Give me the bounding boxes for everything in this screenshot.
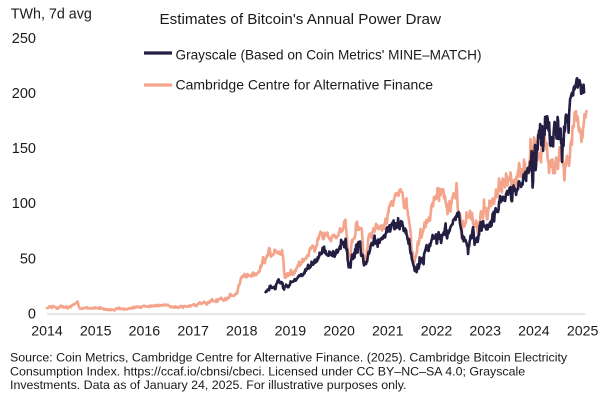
svg-text:0: 0 (28, 306, 36, 322)
svg-text:2021: 2021 (372, 323, 404, 339)
svg-text:2016: 2016 (129, 323, 161, 339)
svg-text:100: 100 (12, 196, 36, 212)
svg-text:2017: 2017 (177, 323, 209, 339)
svg-text:2025: 2025 (567, 323, 599, 339)
svg-text:250: 250 (12, 31, 36, 47)
svg-text:Investments. Data as of Januar: Investments. Data as of January 24, 2025… (10, 378, 406, 392)
svg-text:2024: 2024 (518, 323, 550, 339)
svg-text:2019: 2019 (275, 323, 307, 339)
svg-text:150: 150 (12, 141, 36, 157)
svg-text:Estimates of Bitcoin's Annual: Estimates of Bitcoin's Annual Power Draw (160, 11, 441, 28)
svg-text:2022: 2022 (421, 323, 453, 339)
svg-text:50: 50 (20, 251, 36, 267)
svg-text:Cambridge Centre for Alternati: Cambridge Centre for Alternative Finance (176, 77, 434, 93)
svg-text:2018: 2018 (226, 323, 258, 339)
svg-text:TWh, 7d avg: TWh, 7d avg (11, 7, 92, 23)
svg-text:Source: Coin Metrics, Cambridg: Source: Coin Metrics, Cambridge Centre f… (10, 351, 568, 365)
svg-text:2023: 2023 (469, 323, 501, 339)
svg-text:200: 200 (12, 86, 36, 102)
svg-text:2014: 2014 (31, 323, 63, 339)
svg-text:2020: 2020 (323, 323, 355, 339)
svg-text:Consumption Index. https://cca: Consumption Index. https://ccaf.io/cbnsi… (10, 364, 525, 378)
svg-text:Grayscale (Based on Coin Metri: Grayscale (Based on Coin Metrics' MINE–M… (176, 47, 482, 62)
svg-text:2015: 2015 (80, 323, 112, 339)
